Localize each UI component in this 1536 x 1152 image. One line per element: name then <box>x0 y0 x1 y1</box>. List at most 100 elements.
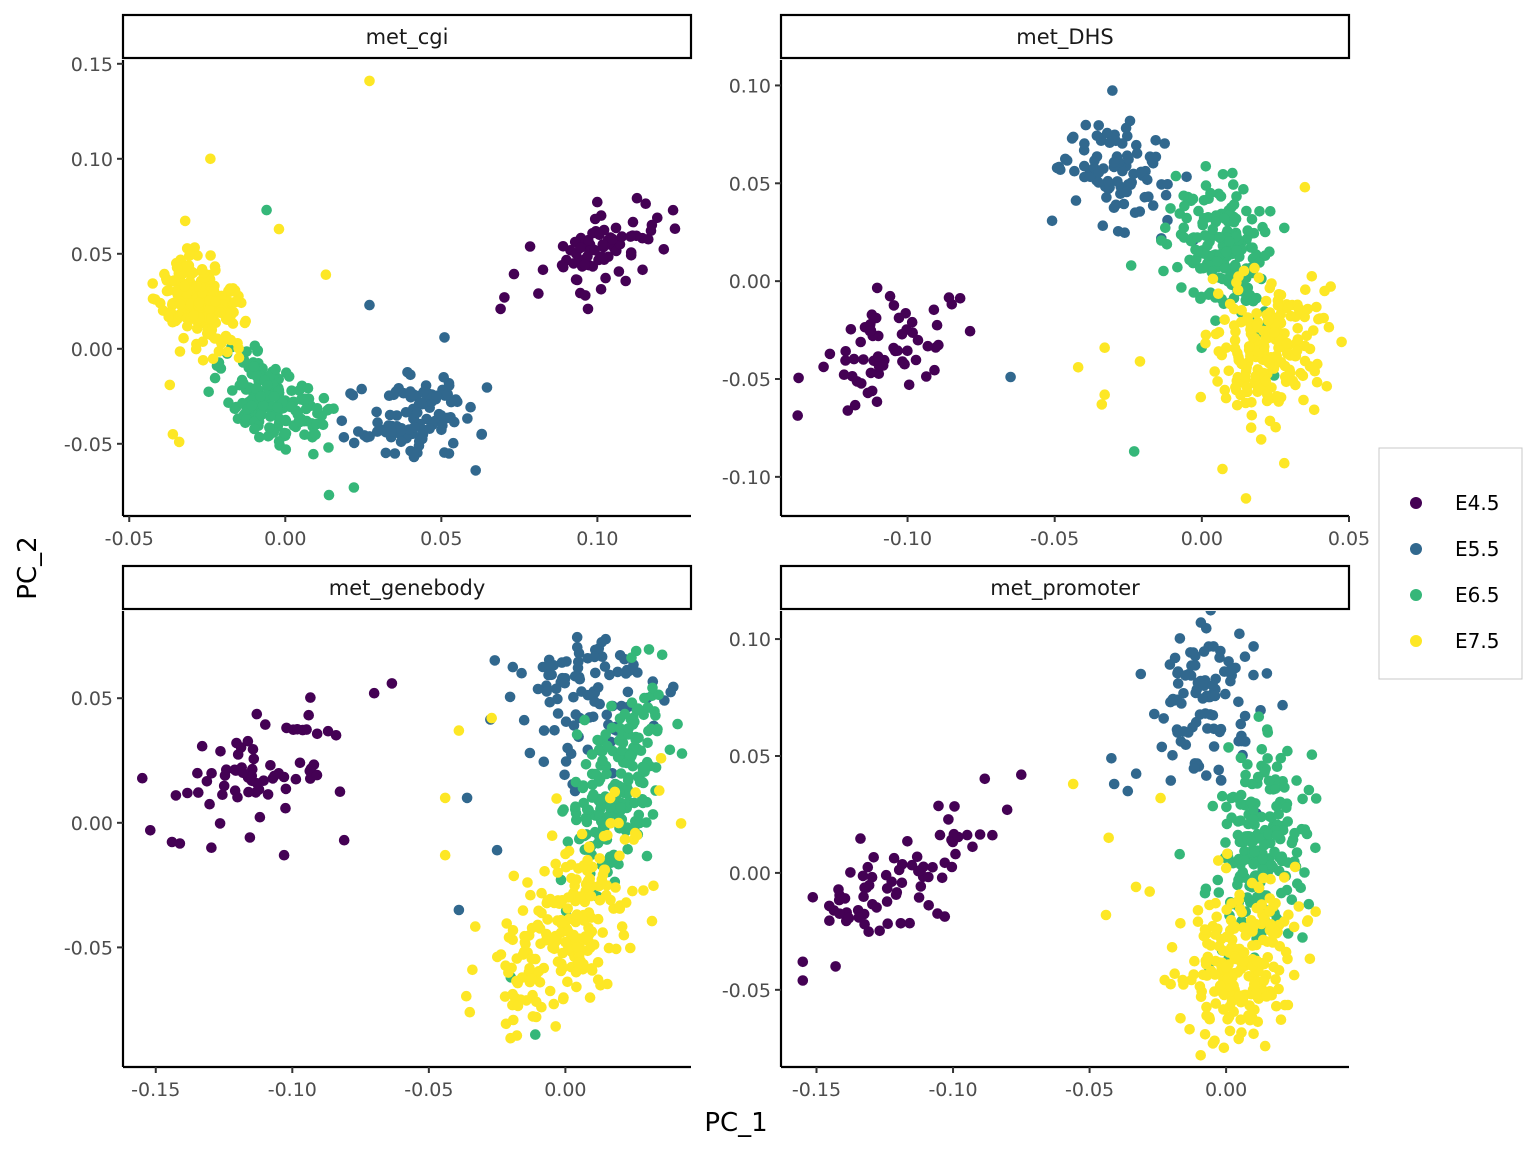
data-point <box>445 396 457 408</box>
data-point <box>1237 866 1249 878</box>
data-point <box>1174 633 1186 644</box>
data-point <box>1248 1028 1259 1040</box>
data-point <box>1253 272 1265 284</box>
data-point <box>222 346 233 358</box>
data-point <box>849 399 861 411</box>
x-tick-label: -0.15 <box>792 1079 841 1101</box>
data-point <box>1311 301 1322 313</box>
data-point <box>902 836 913 847</box>
data-point <box>1197 693 1209 704</box>
data-point <box>181 261 192 272</box>
data-point <box>272 402 283 413</box>
data-point <box>486 712 498 724</box>
data-point <box>1201 770 1212 781</box>
legend-label-E6.5: E6.5 <box>1455 583 1499 607</box>
y-tick-label: 0.00 <box>71 813 113 835</box>
data-point <box>884 290 896 302</box>
data-point <box>273 223 285 235</box>
data-point <box>1313 313 1324 325</box>
legend-label-E7.5: E7.5 <box>1455 629 1499 653</box>
data-point <box>190 343 202 355</box>
data-point <box>1229 343 1241 354</box>
data-point <box>214 307 226 319</box>
data-point <box>1308 325 1319 336</box>
data-point <box>384 409 396 421</box>
data-point <box>530 1029 541 1040</box>
data-point <box>630 734 641 745</box>
data-point <box>532 683 544 695</box>
data-point <box>559 677 571 689</box>
data-point <box>624 750 636 761</box>
data-point <box>541 686 552 697</box>
data-point <box>1156 235 1167 246</box>
data-point <box>583 842 595 853</box>
data-point <box>1248 669 1259 681</box>
data-point <box>533 905 544 917</box>
data-point <box>1227 167 1238 179</box>
data-point <box>610 943 622 955</box>
data-point <box>1181 171 1192 183</box>
data-point <box>632 703 644 714</box>
legend-key-E7.5 <box>1410 635 1422 647</box>
facet-strip-label: met_promoter <box>990 576 1140 601</box>
data-point <box>1093 120 1104 131</box>
data-point <box>1257 864 1268 875</box>
data-point <box>1279 222 1290 234</box>
data-point <box>1291 345 1303 357</box>
data-point <box>417 398 428 410</box>
data-point <box>1235 389 1246 401</box>
data-point <box>580 290 591 301</box>
data-point <box>1248 641 1259 652</box>
data-point <box>1286 894 1298 905</box>
data-point <box>1197 217 1208 229</box>
data-point <box>1310 842 1321 854</box>
data-point <box>1228 1006 1239 1017</box>
data-point <box>1179 200 1190 212</box>
y-tick-label: 0.05 <box>729 173 771 195</box>
data-point <box>1200 338 1211 349</box>
data-point <box>242 735 254 747</box>
data-point <box>1215 645 1226 657</box>
data-point <box>1149 708 1160 720</box>
data-point <box>1093 177 1104 188</box>
data-point <box>1306 271 1318 282</box>
data-point <box>279 427 290 439</box>
data-point <box>931 319 943 331</box>
data-point <box>1217 169 1229 180</box>
data-point <box>1147 200 1159 211</box>
data-point <box>1135 166 1147 178</box>
data-point <box>562 836 574 847</box>
data-point <box>1220 688 1231 700</box>
data-point <box>299 394 310 406</box>
data-point <box>616 231 628 242</box>
data-point <box>1108 156 1120 168</box>
points-layer <box>147 75 681 501</box>
data-point <box>568 720 580 731</box>
data-point <box>1293 303 1305 315</box>
data-point <box>1175 918 1186 929</box>
data-point <box>1261 355 1272 367</box>
data-point <box>467 964 478 976</box>
data-point <box>1234 628 1245 640</box>
data-point <box>637 794 648 805</box>
data-point <box>218 780 230 792</box>
data-point <box>550 683 562 695</box>
data-point <box>1270 783 1281 794</box>
data-point <box>1282 745 1293 757</box>
data-point <box>1234 889 1245 900</box>
data-point <box>927 862 938 873</box>
data-point <box>943 292 955 303</box>
data-point <box>1247 814 1259 825</box>
data-point <box>571 909 583 920</box>
data-point <box>840 355 851 366</box>
data-point <box>1243 341 1255 352</box>
data-point <box>192 250 203 261</box>
data-point <box>1308 404 1320 416</box>
data-point <box>173 436 185 448</box>
data-point <box>1279 782 1290 793</box>
data-point <box>557 241 569 252</box>
data-point <box>842 405 854 416</box>
data-point <box>438 372 450 383</box>
data-point <box>974 829 986 840</box>
data-point <box>1219 213 1230 224</box>
